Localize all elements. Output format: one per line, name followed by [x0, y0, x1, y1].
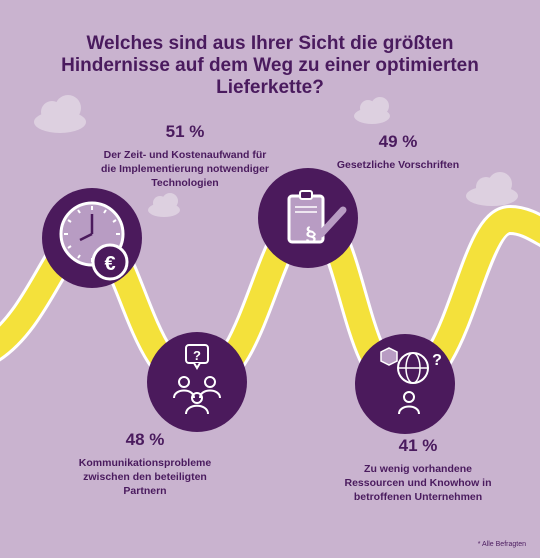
cloud-icon — [354, 97, 390, 124]
svg-text:?: ? — [432, 352, 442, 369]
cloud-icon — [34, 95, 86, 133]
clock-euro-icon: € — [42, 188, 142, 288]
svg-text:€: € — [104, 253, 115, 275]
stat-percent: 49 % — [378, 132, 418, 151]
stat-block: 48 % Kommunikationsprobleme zwischen den… — [70, 430, 220, 498]
stat-percent: 51 % — [165, 122, 205, 141]
stat-percent: 41 % — [398, 436, 438, 455]
stat-block: 51 % Der Zeit- und Kostenaufwand für die… — [85, 122, 285, 190]
globe-person-question-icon: ? — [355, 334, 455, 434]
stat-description: Gesetzliche Vorschriften — [336, 159, 460, 171]
clipboard-paragraph-check-icon: § — [258, 168, 358, 268]
page-title: Welches sind aus Ihrer Sicht die größten… — [61, 33, 479, 98]
stat-description: Zu wenig vorhandene Ressourcen und Knowh… — [344, 463, 492, 503]
cloud-icon — [148, 193, 180, 217]
svg-text:§: § — [305, 223, 316, 245]
svg-text:?: ? — [193, 348, 201, 363]
footnote: * Alle Befragten — [477, 541, 526, 548]
stat-block: 41 % Zu wenig vorhandene Ressourcen und … — [333, 436, 503, 504]
stat-description: Der Zeit- und Kostenaufwand für die Impl… — [100, 149, 269, 189]
stat-description: Kommunikationsprobleme zwischen den bete… — [78, 457, 212, 497]
stat-block: 49 % Gesetzliche Vorschriften — [318, 132, 478, 172]
cloud-icon — [466, 172, 518, 206]
stat-percent: 48 % — [125, 430, 165, 449]
people-question-icon: ? — [147, 332, 247, 432]
